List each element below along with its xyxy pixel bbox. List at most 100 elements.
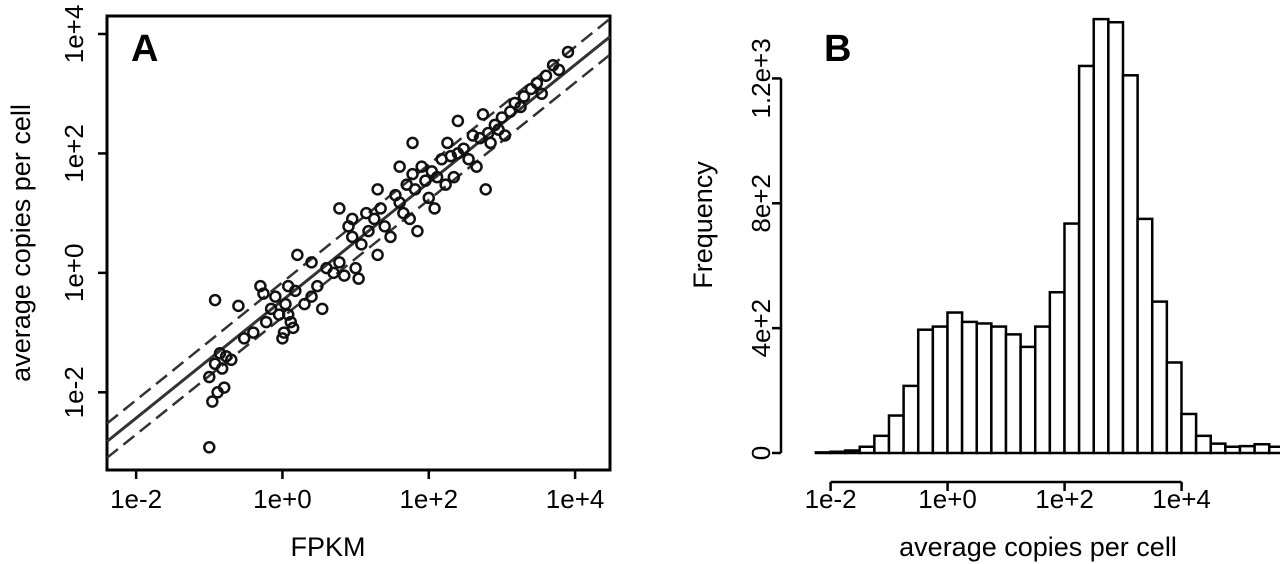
panel-b-histogram-bar xyxy=(1180,412,1198,455)
panel-a-x-tick-label: 1e-2 xyxy=(110,484,162,514)
panel-a-data-point xyxy=(552,63,566,77)
panel-a-data-point xyxy=(206,395,219,408)
panel-a-data-point xyxy=(327,266,340,280)
panel-b-histogram-bar xyxy=(1019,345,1037,455)
panel-b-histogram-bar xyxy=(1253,443,1271,455)
panel-a-data-point xyxy=(403,212,417,226)
panel-b-bars xyxy=(814,17,1280,455)
panel-a-data-point xyxy=(225,353,238,367)
panel-b-histogram-bar xyxy=(916,328,935,455)
panel-a-x-axis-title: FPKM xyxy=(290,532,365,562)
panel-b-y-axis: 0 4e+2 8e+2 1.2e+3 xyxy=(746,38,783,460)
panel-b-histogram-bar xyxy=(1267,445,1280,455)
panel-a-data-point xyxy=(237,332,251,345)
panel-a-data-point xyxy=(397,206,410,220)
panel-a-data-point xyxy=(378,220,391,233)
panel-a-data-point xyxy=(371,248,384,262)
panel-b-histogram-bar xyxy=(1048,290,1066,455)
panel-a-data-point xyxy=(281,308,295,321)
panel-a-data-point xyxy=(264,302,278,316)
panel-b-histogram-bar xyxy=(858,445,876,455)
panel-a-data-point xyxy=(346,230,359,244)
panel-a-y-axis-title: average copies per cell xyxy=(6,104,36,382)
panel-b-x-axis-title: average copies per cell xyxy=(899,532,1177,562)
panel-a-y-tick-label: 1e+0 xyxy=(59,244,89,303)
panel-a-data-point xyxy=(406,167,419,181)
panel-b-histogram-bar xyxy=(887,414,905,455)
panel-a-data-point xyxy=(444,149,458,163)
panel-a-data-point xyxy=(254,279,267,293)
panel-a-data-point xyxy=(495,111,509,124)
panel-a-data-point xyxy=(276,332,289,345)
panel-b-histogram-bar xyxy=(1224,445,1242,455)
panel-a-points xyxy=(203,45,575,454)
panel-a-data-point xyxy=(203,370,216,384)
panel-a-data-point xyxy=(462,152,475,166)
panel-b-histogram-bar xyxy=(975,322,993,455)
panel-b-histogram-bar xyxy=(1194,434,1212,455)
panel-a-data-point xyxy=(247,326,260,339)
panel-b-histogram-bar xyxy=(873,434,891,455)
panel-b-histogram-bar xyxy=(1004,333,1022,455)
panel-a-data-point xyxy=(203,441,216,454)
panel-a-data-point xyxy=(362,224,375,238)
panel-a-data-point xyxy=(277,326,291,339)
panel-b-y-axis-title: Frequency xyxy=(688,161,718,289)
panel-a-data-point xyxy=(217,381,231,394)
panel-a-data-point xyxy=(215,362,229,375)
panel-a-data-point xyxy=(447,170,461,184)
panel-a-data-point xyxy=(333,202,346,215)
panel-b-histogram-bar xyxy=(829,450,847,455)
panel-a-data-point xyxy=(338,269,351,282)
panel-a-data-point xyxy=(393,196,406,209)
panel-a-data-point xyxy=(484,136,497,150)
panel-b-histogram-bar xyxy=(1107,20,1125,455)
panel-a-y-tick-label: 1e-2 xyxy=(59,366,89,418)
panel-b-histogram-bar xyxy=(1077,64,1095,455)
panel-a-data-point xyxy=(476,108,490,121)
panel-b-histogram-bar xyxy=(1136,217,1154,455)
panel-a-data-point xyxy=(298,297,311,311)
panel-a-data-point xyxy=(539,69,553,82)
panel-a-data-point xyxy=(430,170,444,184)
panel-a-y-tick-label: 1e+4 xyxy=(59,5,89,64)
panel-a-data-point xyxy=(352,272,365,285)
panel-b-histogram-bar xyxy=(1209,442,1227,455)
panel-b-histogram-bar xyxy=(843,449,861,455)
panel-a-data-point xyxy=(286,321,300,335)
panel-b-histogram-bar xyxy=(990,325,1008,455)
panel-a-data-point xyxy=(269,290,282,303)
panel-a-data-point xyxy=(371,183,384,196)
panel-a-x-axis: 1e-2 1e+0 1e+2 1e+4 xyxy=(110,470,604,514)
panel-b-histogram-bar xyxy=(960,320,978,455)
panel-a-scatter: 1e-2 1e+0 1e+2 1e+4 1e-2 1e+0 1e+2 1e+4 FPKM a… xyxy=(6,5,612,562)
panel-a-data-point xyxy=(498,129,512,142)
panel-b-x-tick-label: 1e-2 xyxy=(805,484,857,514)
panel-b-histogram-bar xyxy=(1092,17,1110,455)
panel-a-data-point xyxy=(439,178,452,191)
panel-b-histogram-bar xyxy=(902,384,920,455)
panel-a-data-point xyxy=(281,279,295,293)
panel-a-data-point xyxy=(561,45,575,59)
panel-b-label: B xyxy=(824,28,851,70)
panel-a-data-point xyxy=(284,315,298,329)
panel-b-x-tick-label: 1e+2 xyxy=(1035,484,1094,514)
panel-a-data-point xyxy=(419,174,432,187)
panel-b-histogram-bar xyxy=(946,311,964,455)
panel-a-data-point xyxy=(451,114,465,128)
panel-a-data-point xyxy=(305,290,318,303)
panel-a-data-point xyxy=(479,183,492,196)
panel-b-histogram-bar xyxy=(1165,361,1183,455)
panel-b-y-tick-label: 8e+2 xyxy=(746,174,776,233)
panel-a-x-tick-label: 1e+0 xyxy=(253,484,312,514)
panel-a-data-point xyxy=(422,191,436,205)
panel-a-data-point xyxy=(333,256,346,269)
panel-a-y-tick-label: 1e+2 xyxy=(59,124,89,183)
panel-b-histogram-bar xyxy=(1121,74,1139,455)
panel-a-data-point xyxy=(279,297,292,311)
panel-a-data-point xyxy=(415,160,428,173)
panel-a-data-point xyxy=(355,238,368,251)
panel-a-lower-dashed-line xyxy=(106,53,611,459)
panel-a-data-point xyxy=(315,302,329,316)
panel-a-data-point xyxy=(466,129,480,142)
